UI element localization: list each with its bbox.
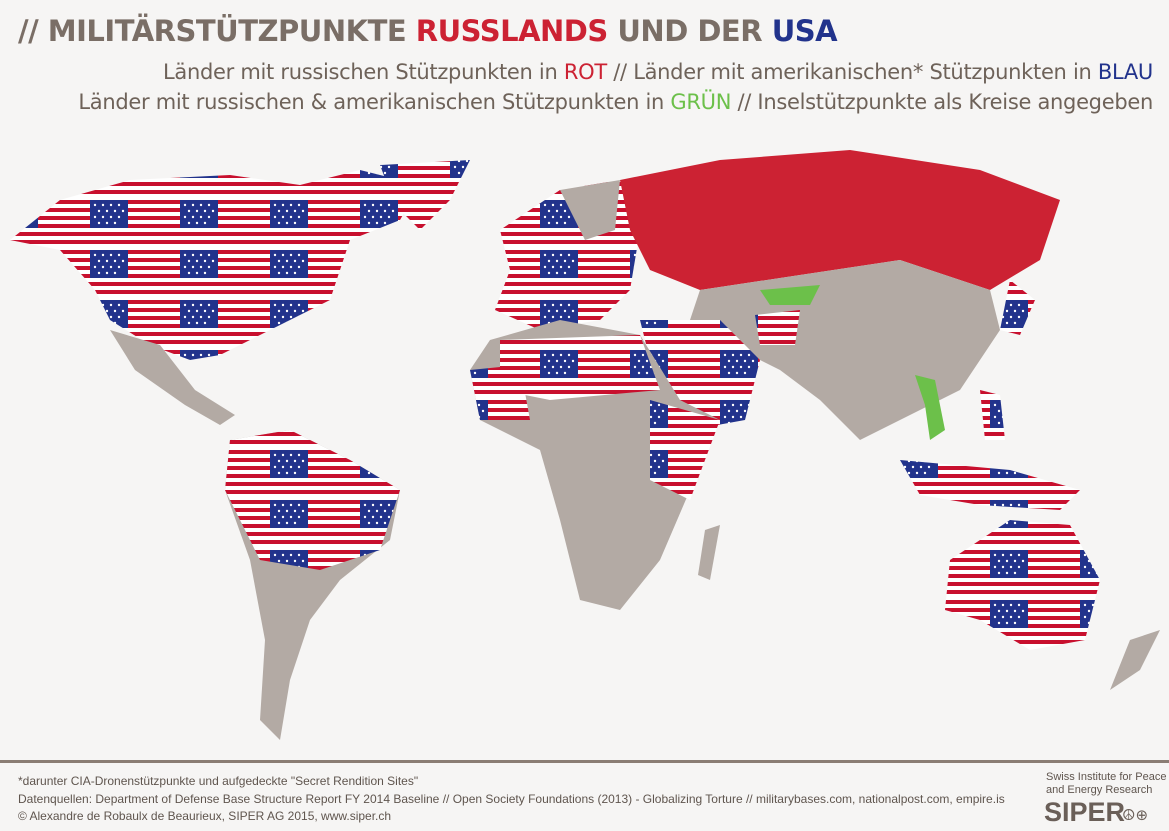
peace-icon: ☮⊕ (1122, 806, 1149, 824)
siper-logo: SIPER (1044, 797, 1126, 827)
map-title: // MILITÄRSTÜTZPUNKTE RUSSLANDS UND DER … (18, 14, 838, 48)
central-america (110, 330, 235, 425)
west-africa-us (470, 365, 530, 420)
indonesia (900, 460, 1080, 510)
footnote: *darunter CIA-Dronenstützpunkte und aufg… (18, 774, 419, 788)
north-america (10, 170, 420, 360)
legend-line-2: Länder mit russischen & amerikanischen S… (78, 90, 1153, 114)
south-america-us-bases (225, 430, 400, 570)
philippines (980, 390, 1005, 440)
afghanistan (755, 310, 800, 345)
legend-line-1: Länder mit russischen Stützpunkten in RO… (163, 60, 1153, 84)
copyright: © Alexandre de Robaulx de Beaurieux, SIP… (18, 809, 392, 823)
sources: Datenquellen: Department of Defense Base… (18, 792, 1005, 806)
madagascar (698, 525, 720, 580)
new-zealand (1110, 630, 1160, 690)
footer-divider (0, 760, 1169, 763)
vietnam-both (915, 375, 945, 440)
north-africa-us (500, 335, 660, 400)
central-asia-both (760, 285, 820, 305)
greenland (380, 160, 470, 230)
world-map (10, 150, 1160, 740)
middle-east (640, 320, 760, 430)
australia (945, 520, 1100, 650)
russia (620, 150, 1060, 290)
horn-africa-us (650, 400, 720, 500)
scandinavia-neutral (560, 180, 620, 240)
logo-line-2: and Energy Research (1046, 784, 1153, 796)
japan (1000, 280, 1035, 335)
logo-line-1: Swiss Institute for Peace (1046, 771, 1167, 783)
